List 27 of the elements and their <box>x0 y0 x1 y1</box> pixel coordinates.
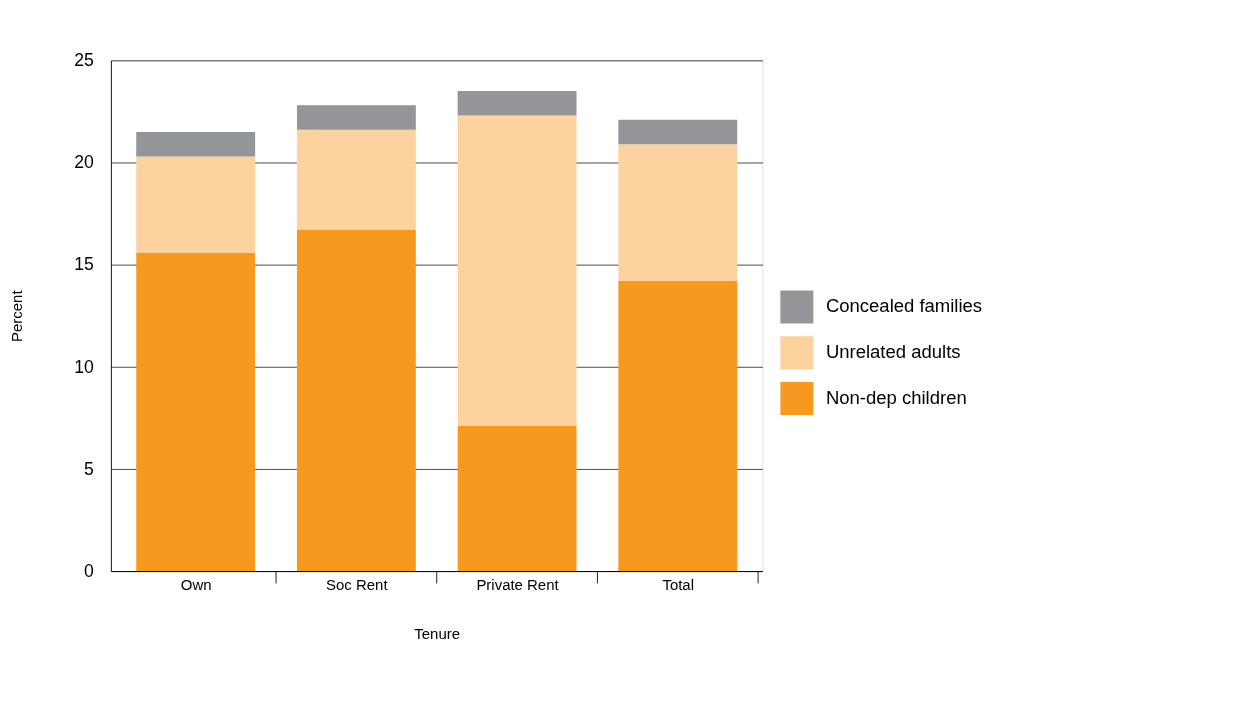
bar <box>618 144 738 282</box>
legend-label: Unrelated adults <box>825 341 961 363</box>
bar <box>457 115 577 427</box>
y-tick-label: 15 <box>74 254 94 275</box>
bar <box>457 426 577 572</box>
x-axis-title: Tenure <box>414 625 461 643</box>
bar <box>296 105 416 130</box>
y-tick-label: 5 <box>83 458 94 479</box>
y-axis-title: Percent <box>8 289 26 342</box>
x-tick-label: Private Rent <box>476 576 560 594</box>
bar <box>618 119 738 145</box>
bar <box>296 229 416 572</box>
x-tick-label: Own <box>180 576 212 594</box>
legend-label: Non-dep children <box>825 386 967 408</box>
bar <box>618 281 738 572</box>
y-tick-label: 20 <box>74 152 94 173</box>
y-tick-label: 10 <box>74 356 94 377</box>
bar <box>457 91 577 116</box>
bar <box>136 131 256 157</box>
bar <box>296 129 416 230</box>
bar <box>136 156 256 253</box>
bar <box>136 252 256 572</box>
y-tick-label: 25 <box>74 50 94 71</box>
x-tick-label: Soc Rent <box>326 576 389 594</box>
x-tick-label: Total <box>662 576 695 594</box>
y-tick-label: 0 <box>83 560 94 581</box>
legend-label: Concealed families <box>825 295 983 317</box>
